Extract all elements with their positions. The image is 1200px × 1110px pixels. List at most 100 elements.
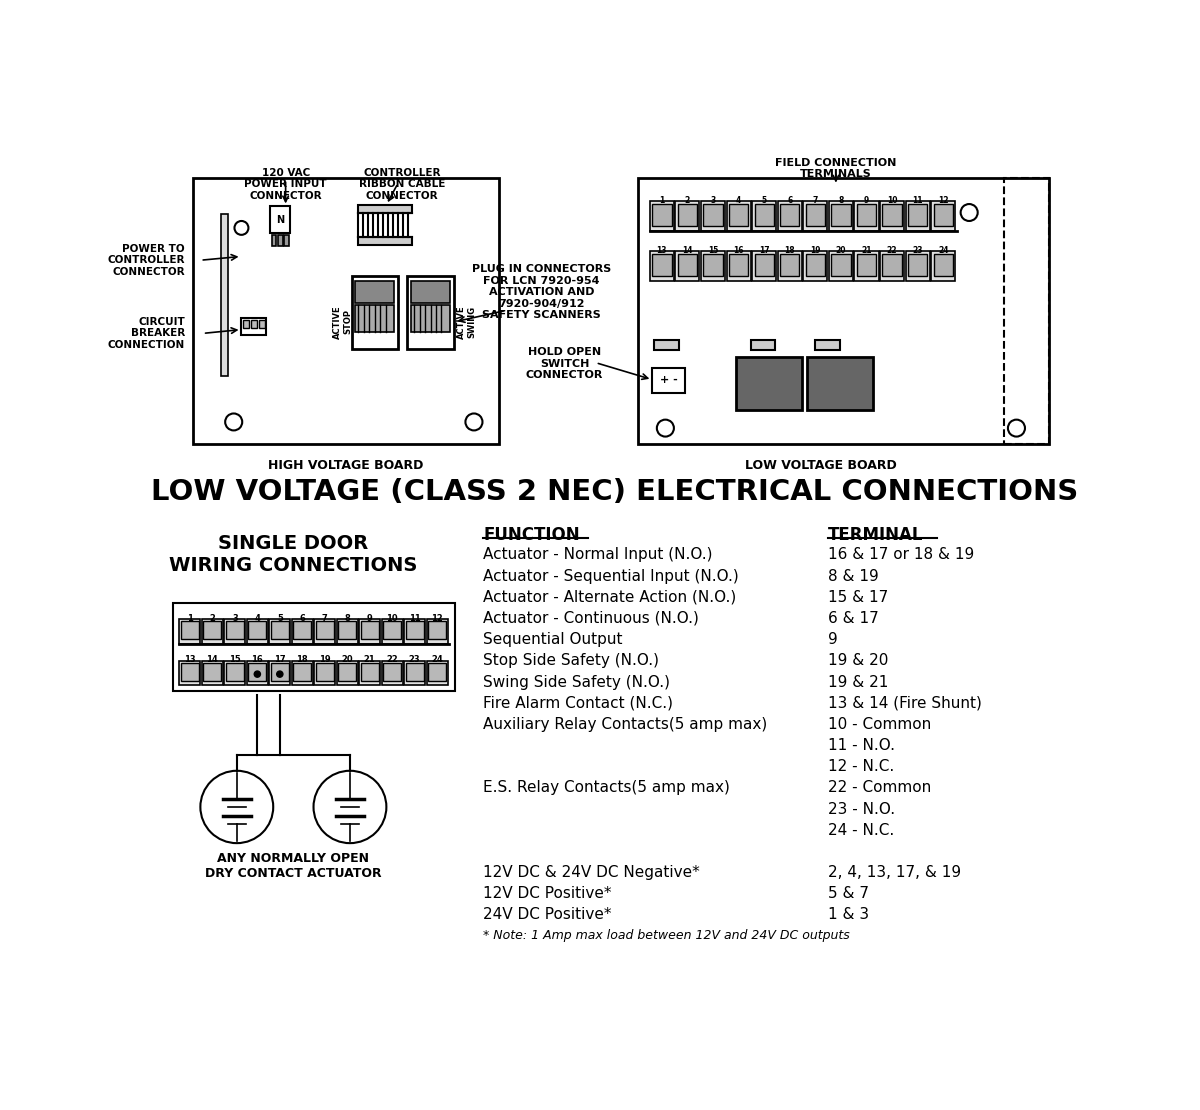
Bar xyxy=(248,622,266,639)
Bar xyxy=(880,251,904,281)
Bar xyxy=(202,619,223,644)
Bar xyxy=(805,204,826,225)
Text: 10: 10 xyxy=(887,196,898,205)
Bar xyxy=(752,201,776,231)
Bar xyxy=(427,660,448,685)
Circle shape xyxy=(961,204,978,221)
Bar xyxy=(428,622,446,639)
Bar xyxy=(292,660,313,685)
Bar xyxy=(755,254,774,275)
Bar xyxy=(314,660,335,685)
Text: 16 & 17 or 18 & 19: 16 & 17 or 18 & 19 xyxy=(828,547,974,563)
Circle shape xyxy=(656,420,674,436)
Bar xyxy=(338,622,356,639)
Bar xyxy=(361,622,379,639)
Text: 18: 18 xyxy=(785,246,796,255)
Bar xyxy=(654,340,678,351)
Text: 10: 10 xyxy=(386,614,398,623)
Bar xyxy=(727,201,751,231)
Text: Actuator - Alternate Action (N.O.): Actuator - Alternate Action (N.O.) xyxy=(484,589,737,605)
Bar xyxy=(358,205,412,212)
Bar xyxy=(242,320,250,329)
Bar xyxy=(355,281,394,303)
Text: ACTIVE
SWING: ACTIVE SWING xyxy=(456,305,476,339)
Text: 1: 1 xyxy=(659,196,665,205)
Bar xyxy=(382,619,403,644)
Bar xyxy=(780,254,799,275)
Text: ANY NORMALLY OPEN
DRY CONTACT ACTUATOR: ANY NORMALLY OPEN DRY CONTACT ACTUATOR xyxy=(205,852,382,880)
Bar xyxy=(226,622,244,639)
Text: 7: 7 xyxy=(812,196,818,205)
Bar xyxy=(204,663,221,680)
Bar xyxy=(338,663,356,680)
Text: Actuator - Continuous (N.O.): Actuator - Continuous (N.O.) xyxy=(484,610,700,626)
Bar xyxy=(727,251,751,281)
Bar xyxy=(241,317,266,335)
Bar xyxy=(352,275,398,349)
Bar xyxy=(180,660,200,685)
Bar xyxy=(412,281,450,303)
Text: 3: 3 xyxy=(710,196,715,205)
Text: 6: 6 xyxy=(299,614,305,623)
Text: HOLD OPEN
SWITCH
CONNECTOR: HOLD OPEN SWITCH CONNECTOR xyxy=(526,347,604,381)
Text: 17: 17 xyxy=(758,246,769,255)
Bar xyxy=(882,204,901,225)
Text: 12 - N.C.: 12 - N.C. xyxy=(828,759,894,774)
Text: 23: 23 xyxy=(912,246,923,255)
Bar xyxy=(808,356,874,411)
Bar xyxy=(829,201,853,231)
Text: 1 & 3: 1 & 3 xyxy=(828,908,869,922)
Bar xyxy=(815,340,840,351)
Text: 23: 23 xyxy=(409,655,420,664)
Bar xyxy=(181,663,199,680)
Text: 19: 19 xyxy=(319,655,330,664)
Text: CIRCUIT
BREAKER
CONNECTION: CIRCUIT BREAKER CONNECTION xyxy=(108,316,185,350)
Circle shape xyxy=(200,770,274,844)
Bar xyxy=(278,235,282,245)
Text: FUNCTION: FUNCTION xyxy=(484,526,580,544)
Text: Swing Side Safety (N.O.): Swing Side Safety (N.O.) xyxy=(484,675,671,689)
Bar xyxy=(908,254,928,275)
Bar xyxy=(337,619,358,644)
Bar xyxy=(247,619,268,644)
Bar xyxy=(358,238,412,245)
Text: + -: + - xyxy=(660,375,677,385)
Bar xyxy=(316,663,334,680)
Bar xyxy=(653,254,672,275)
Text: 9: 9 xyxy=(864,196,869,205)
Bar xyxy=(383,663,401,680)
Circle shape xyxy=(254,672,260,677)
Bar xyxy=(226,663,244,680)
Circle shape xyxy=(1008,420,1025,436)
Bar xyxy=(934,254,953,275)
Bar xyxy=(676,201,700,231)
Bar xyxy=(293,663,311,680)
Bar xyxy=(258,320,265,329)
Text: POWER TO
CONTROLLER
CONNECTOR: POWER TO CONTROLLER CONNECTOR xyxy=(107,244,185,276)
Bar xyxy=(703,254,722,275)
Text: ACTIVE
STOP: ACTIVE STOP xyxy=(332,305,352,339)
Text: 8 & 19: 8 & 19 xyxy=(828,568,878,584)
Text: 15 & 17: 15 & 17 xyxy=(828,589,888,605)
Bar xyxy=(382,660,403,685)
Bar xyxy=(678,254,697,275)
Text: 13: 13 xyxy=(184,655,196,664)
Text: N: N xyxy=(276,215,284,225)
Text: 6 & 17: 6 & 17 xyxy=(828,610,878,626)
Bar xyxy=(1004,178,1049,444)
Bar xyxy=(247,660,268,685)
Bar xyxy=(407,275,454,349)
Bar xyxy=(204,622,221,639)
Text: * Note: 1 Amp max load between 12V and 24V DC outputs: * Note: 1 Amp max load between 12V and 2… xyxy=(484,929,850,941)
Text: Actuator - Sequential Input (N.O.): Actuator - Sequential Input (N.O.) xyxy=(484,568,739,584)
Text: LOW VOLTAGE BOARD: LOW VOLTAGE BOARD xyxy=(745,458,898,472)
Bar xyxy=(854,251,878,281)
Bar xyxy=(778,251,802,281)
Bar xyxy=(248,663,266,680)
Bar xyxy=(383,622,401,639)
Text: HIGH VOLTAGE BOARD: HIGH VOLTAGE BOARD xyxy=(268,458,424,472)
Text: 4: 4 xyxy=(254,614,260,623)
Text: SINGLE DOOR
WIRING CONNECTIONS: SINGLE DOOR WIRING CONNECTIONS xyxy=(169,534,418,575)
Text: 13 & 14 (Fire Shunt): 13 & 14 (Fire Shunt) xyxy=(828,696,982,710)
Bar xyxy=(755,204,774,225)
